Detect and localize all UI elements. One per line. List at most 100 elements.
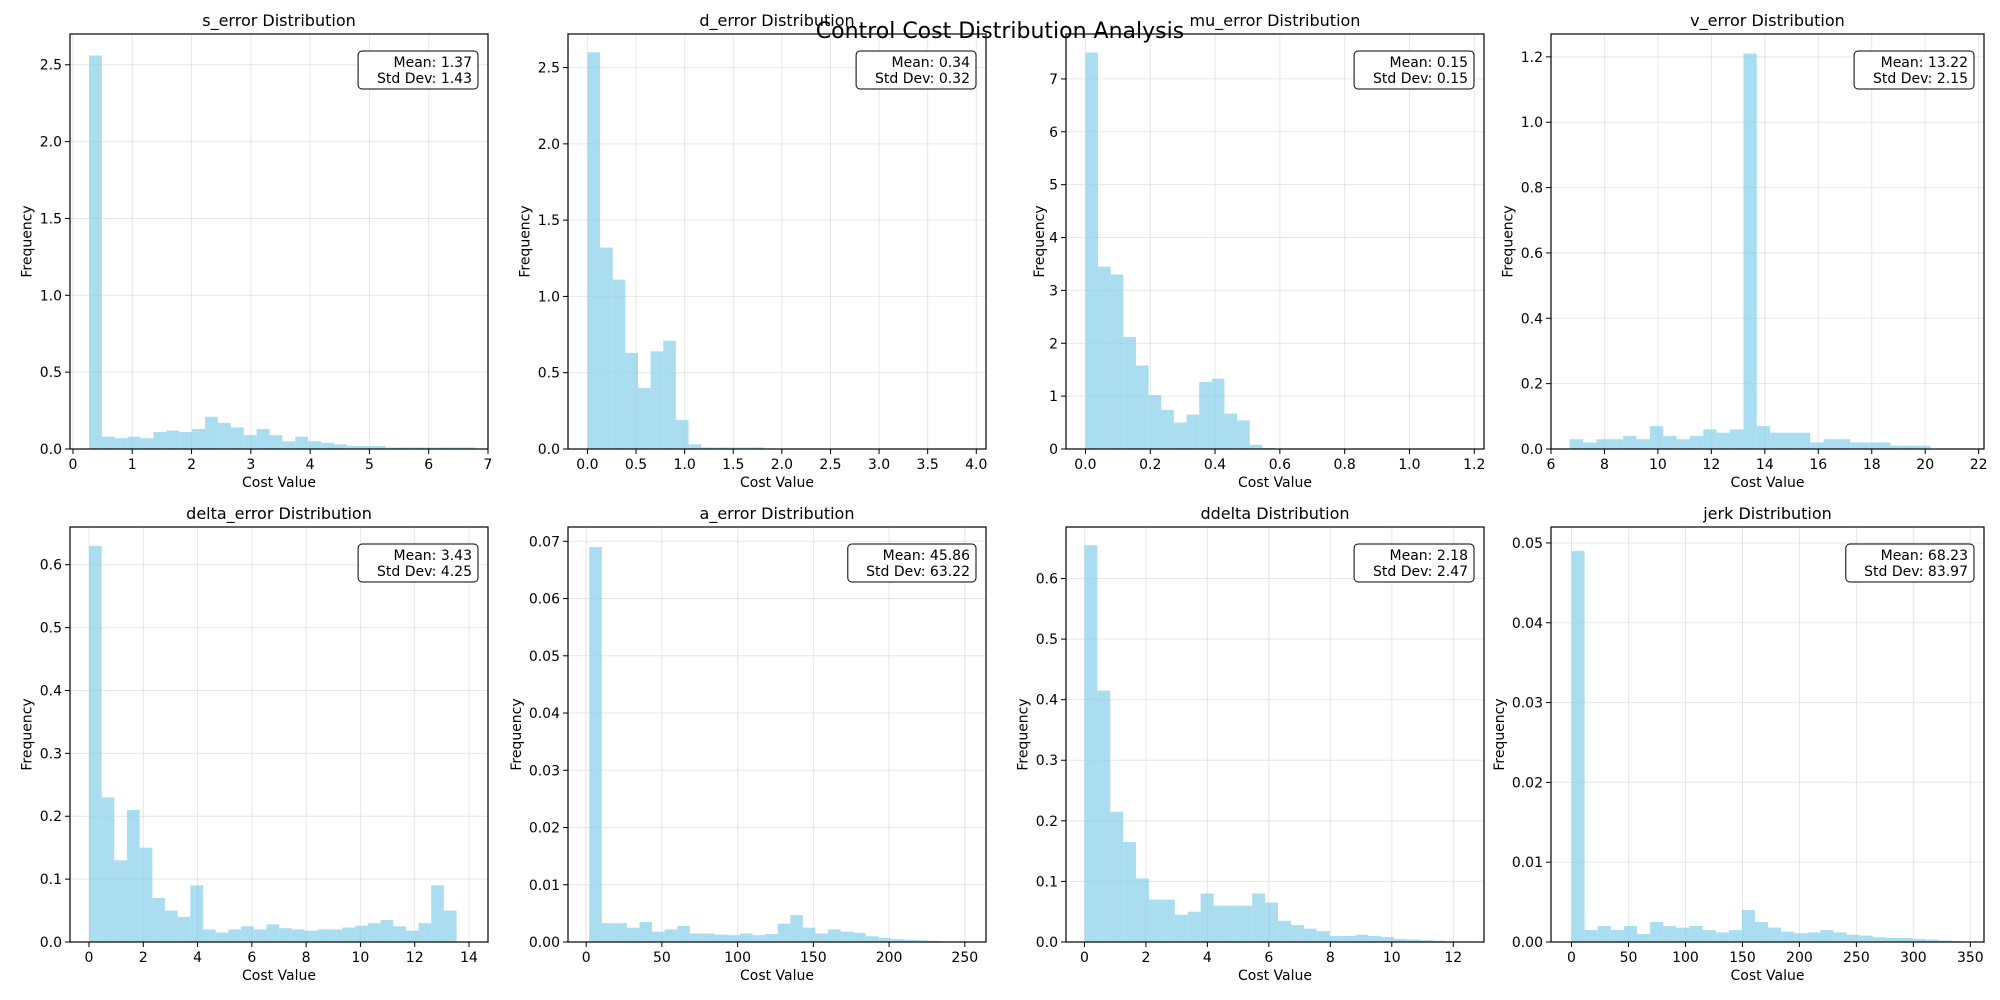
y-tick-label: 0.4 (1036, 693, 1058, 709)
histogram-bar (1303, 928, 1317, 942)
x-axis-label: Cost Value (242, 475, 316, 491)
y-tick-label: 0.6 (40, 558, 62, 574)
histogram-bar (1394, 938, 1408, 942)
y-tick-label: 1.0 (1521, 115, 1543, 131)
histogram-bar (1836, 439, 1851, 449)
histogram-bar (1239, 905, 1253, 942)
x-tick-label: 8 (1600, 457, 1609, 473)
histogram-bar (1850, 442, 1864, 449)
y-tick-label: 1.2 (1521, 50, 1543, 66)
y-tick-label: 0.2 (1521, 377, 1543, 393)
x-tick-label: 50 (1620, 950, 1638, 966)
histogram-bar (1084, 545, 1098, 942)
histogram-bar (790, 915, 803, 942)
histogram-bar (815, 933, 829, 942)
histogram-bar (411, 447, 425, 449)
histogram-bar (1650, 922, 1664, 942)
mean-label: Mean: 13.22 (1881, 55, 1968, 71)
x-tick-label: 12 (406, 950, 424, 966)
histogram-bar (1890, 445, 1904, 449)
axes-frame (1550, 526, 1985, 943)
histogram-bar (1903, 445, 1918, 449)
stats-box (855, 50, 977, 90)
histogram-bar (1569, 439, 1584, 449)
x-tick-label: 0 (582, 950, 591, 966)
histogram-bar (1290, 925, 1304, 942)
y-axis-label: Frequency (19, 205, 35, 277)
histogram-bar (333, 444, 347, 449)
histogram-bar (714, 934, 728, 942)
histogram-bar (828, 929, 841, 942)
histogram-bar (1663, 926, 1677, 942)
x-tick-label: 0.5 (625, 457, 647, 473)
x-tick-label: 300 (1900, 950, 1927, 966)
histogram-bar (418, 923, 432, 942)
histogram-bar (1252, 893, 1266, 942)
x-tick-label: 14 (1756, 457, 1774, 473)
histogram-bar (177, 916, 191, 942)
stats-box (1353, 543, 1475, 583)
histogram-bar (1265, 902, 1279, 942)
histogram-bar (1432, 940, 1446, 942)
histogram-bar (291, 929, 305, 942)
histogram-bar (903, 939, 917, 942)
y-tick-label: 0.3 (1036, 753, 1058, 769)
histogram-bar (639, 921, 653, 942)
histogram-bar (1596, 439, 1610, 449)
histogram-bar (1200, 893, 1214, 942)
histogram-bar (1407, 939, 1421, 942)
axes-frame (567, 526, 987, 943)
histogram-bar (437, 447, 451, 449)
x-tick-label: 2.0 (771, 457, 793, 473)
x-tick-label: 12 (1702, 457, 1720, 473)
histogram-bar (166, 430, 180, 449)
x-tick-label: 3.5 (917, 457, 939, 473)
histogram-bar (1741, 910, 1755, 942)
panel-title: d_error Distribution (699, 11, 854, 31)
x-tick-label: 8 (1326, 950, 1335, 966)
histogram-bar (601, 923, 615, 942)
x-tick-label: 14 (460, 950, 478, 966)
histogram-bar (1823, 439, 1837, 449)
x-tick-label: 0.0 (1074, 457, 1096, 473)
y-tick-label: 0.07 (529, 534, 560, 550)
histogram-bar (1859, 935, 1873, 942)
histogram-panel: 0.0 0.5 1.0 1.5 2.0 2.5 3.0 3.5 4.0 0.0 0.5 1.0 1.5 2… (517, 11, 987, 491)
x-tick-label: 150 (1729, 950, 1756, 966)
mean-label: Mean: 3.43 (394, 548, 472, 564)
histogram-bar (688, 444, 702, 449)
y-tick-label: 0.4 (40, 683, 62, 699)
x-tick-label: 2 (1141, 950, 1150, 966)
y-axis-label: Frequency (19, 698, 35, 770)
mean-label: Mean: 0.15 (1390, 55, 1468, 71)
std-label: Std Dev: 0.15 (1373, 71, 1468, 87)
histogram-bar (1368, 935, 1382, 942)
histogram-bar (443, 910, 457, 942)
histogram-bar (385, 447, 399, 449)
y-tick-label: 0.0 (538, 442, 560, 458)
histogram-bar (1754, 922, 1769, 942)
histogram-bar (266, 924, 280, 942)
histogram-bar (1623, 435, 1637, 449)
histogram-bar (380, 919, 394, 942)
histogram-bar (1136, 878, 1149, 942)
histogram-bar (321, 442, 334, 449)
x-tick-label: 1.5 (722, 457, 744, 473)
histogram-bar (1728, 930, 1742, 942)
histogram-bar (1938, 940, 1952, 942)
x-tick-label: 2.5 (819, 457, 841, 473)
x-tick-label: 150 (800, 950, 827, 966)
histogram-bar (1583, 442, 1597, 449)
y-tick-label: 0.00 (529, 935, 560, 951)
histogram-bar (152, 897, 166, 942)
histogram-bar (853, 932, 866, 942)
x-tick-label: 250 (951, 950, 978, 966)
histogram-bar (1329, 935, 1343, 942)
histogram-bar (308, 441, 322, 449)
x-tick-label: 200 (1786, 950, 1813, 966)
x-tick-label: 3 (246, 457, 255, 473)
histogram-bar (1584, 930, 1598, 942)
histogram-bar (1676, 927, 1690, 942)
y-tick-label: 0.1 (40, 872, 62, 888)
x-tick-label: 3.0 (868, 457, 890, 473)
